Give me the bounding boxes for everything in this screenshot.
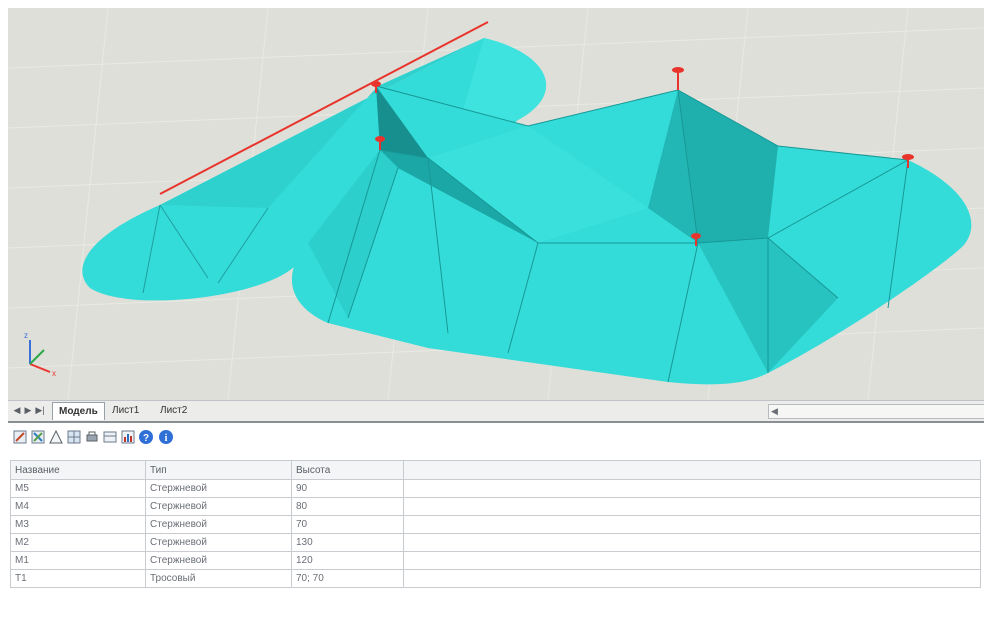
axis-label-x: x bbox=[52, 369, 56, 378]
cell-empty bbox=[403, 515, 981, 534]
mast-zone-surface bbox=[291, 85, 972, 385]
last-sheet-arrow-icon[interactable]: ▶| bbox=[35, 405, 45, 415]
help-icon[interactable]: ? bbox=[138, 429, 154, 445]
elements-table: Название Тип Высота M5 Стержневой 90 M4 … bbox=[10, 460, 984, 632]
axis-label-z: z bbox=[24, 331, 28, 340]
mast-marker-m2 bbox=[902, 154, 914, 168]
column-header-name[interactable]: Название bbox=[10, 460, 146, 480]
cell-type[interactable]: Стержневой bbox=[145, 551, 292, 570]
table-header-row: Название Тип Высота bbox=[10, 460, 981, 480]
cell-type[interactable]: Стержневой bbox=[145, 479, 292, 498]
print-icon[interactable] bbox=[84, 429, 100, 445]
3d-viewport[interactable]: z x bbox=[8, 8, 984, 400]
mast-marker-m4 bbox=[375, 136, 385, 150]
cell-empty bbox=[403, 569, 981, 588]
cell-name[interactable]: M4 bbox=[10, 497, 146, 516]
table-row[interactable]: M1 Стержневой 120 bbox=[10, 551, 981, 570]
cell-empty bbox=[403, 497, 981, 516]
cable-rod-line bbox=[159, 21, 489, 195]
cell-name[interactable]: M1 bbox=[10, 551, 146, 570]
table-row[interactable]: M2 Стержневой 130 bbox=[10, 533, 981, 552]
tab-model[interactable]: Модель bbox=[52, 402, 105, 420]
table-icon[interactable] bbox=[102, 429, 118, 445]
tab-sheet2[interactable]: Лист2 bbox=[160, 405, 188, 416]
axis-gizmo: z x bbox=[24, 331, 56, 378]
table-row[interactable]: M5 Стержневой 90 bbox=[10, 479, 981, 498]
prev-sheet-arrow-icon[interactable]: ▶ bbox=[24, 405, 32, 415]
cell-height[interactable]: 130 bbox=[291, 533, 404, 552]
cell-type[interactable]: Стержневой bbox=[145, 497, 292, 516]
cell-name[interactable]: M2 bbox=[10, 533, 146, 552]
cell-height[interactable]: 70; 70 bbox=[291, 569, 404, 588]
column-header-type[interactable]: Тип bbox=[145, 460, 292, 480]
cell-type[interactable]: Стержневой bbox=[145, 533, 292, 552]
cell-type[interactable]: Стержневой bbox=[145, 515, 292, 534]
mast-marker-m3 bbox=[672, 67, 684, 90]
info-icon[interactable]: i bbox=[158, 429, 174, 445]
cell-name[interactable]: T1 bbox=[10, 569, 146, 588]
table-row[interactable]: T1 Тросовый 70; 70 bbox=[10, 569, 981, 588]
mast-marker-m5 bbox=[371, 81, 381, 93]
cell-height[interactable]: 120 bbox=[291, 551, 404, 570]
edit-icon[interactable] bbox=[12, 429, 28, 445]
cell-name[interactable]: M3 bbox=[10, 515, 146, 534]
chart-icon[interactable] bbox=[120, 429, 136, 445]
cell-height[interactable]: 70 bbox=[291, 515, 404, 534]
column-header-height[interactable]: Высота bbox=[291, 460, 404, 480]
svg-text:?: ? bbox=[143, 433, 149, 444]
cell-height[interactable]: 80 bbox=[291, 497, 404, 516]
cell-empty bbox=[403, 533, 981, 552]
cell-empty bbox=[403, 479, 981, 498]
svg-text:i: i bbox=[165, 433, 168, 444]
table-row[interactable]: M3 Стержневой 70 bbox=[10, 515, 981, 534]
grid-icon[interactable] bbox=[66, 429, 82, 445]
scroll-left-arrow-icon[interactable]: ◀ bbox=[771, 406, 778, 416]
cell-type[interactable]: Тросовый bbox=[145, 569, 292, 588]
mast-marker-m1 bbox=[691, 233, 701, 246]
horizontal-scrollbar[interactable]: ◀ bbox=[768, 404, 984, 419]
cell-name[interactable]: M5 bbox=[10, 479, 146, 498]
properties-toolbar: ? i bbox=[8, 424, 984, 450]
tab-sheet1[interactable]: Лист1 bbox=[112, 405, 140, 416]
first-sheet-arrow-icon[interactable]: ◀ bbox=[13, 405, 21, 415]
sheet-tab-bar: ◀ ▶ ▶| Модель Лист1 Лист2 ◀ bbox=[8, 400, 984, 423]
protection-zone-model: z x bbox=[8, 8, 984, 400]
table-row[interactable]: M4 Стержневой 80 bbox=[10, 497, 981, 516]
cell-height[interactable]: 90 bbox=[291, 479, 404, 498]
column-header-empty bbox=[403, 460, 981, 480]
zone-icon[interactable] bbox=[48, 429, 64, 445]
cell-empty bbox=[403, 551, 981, 570]
mast-markers bbox=[371, 67, 914, 246]
mast-edit-icon[interactable] bbox=[30, 429, 46, 445]
